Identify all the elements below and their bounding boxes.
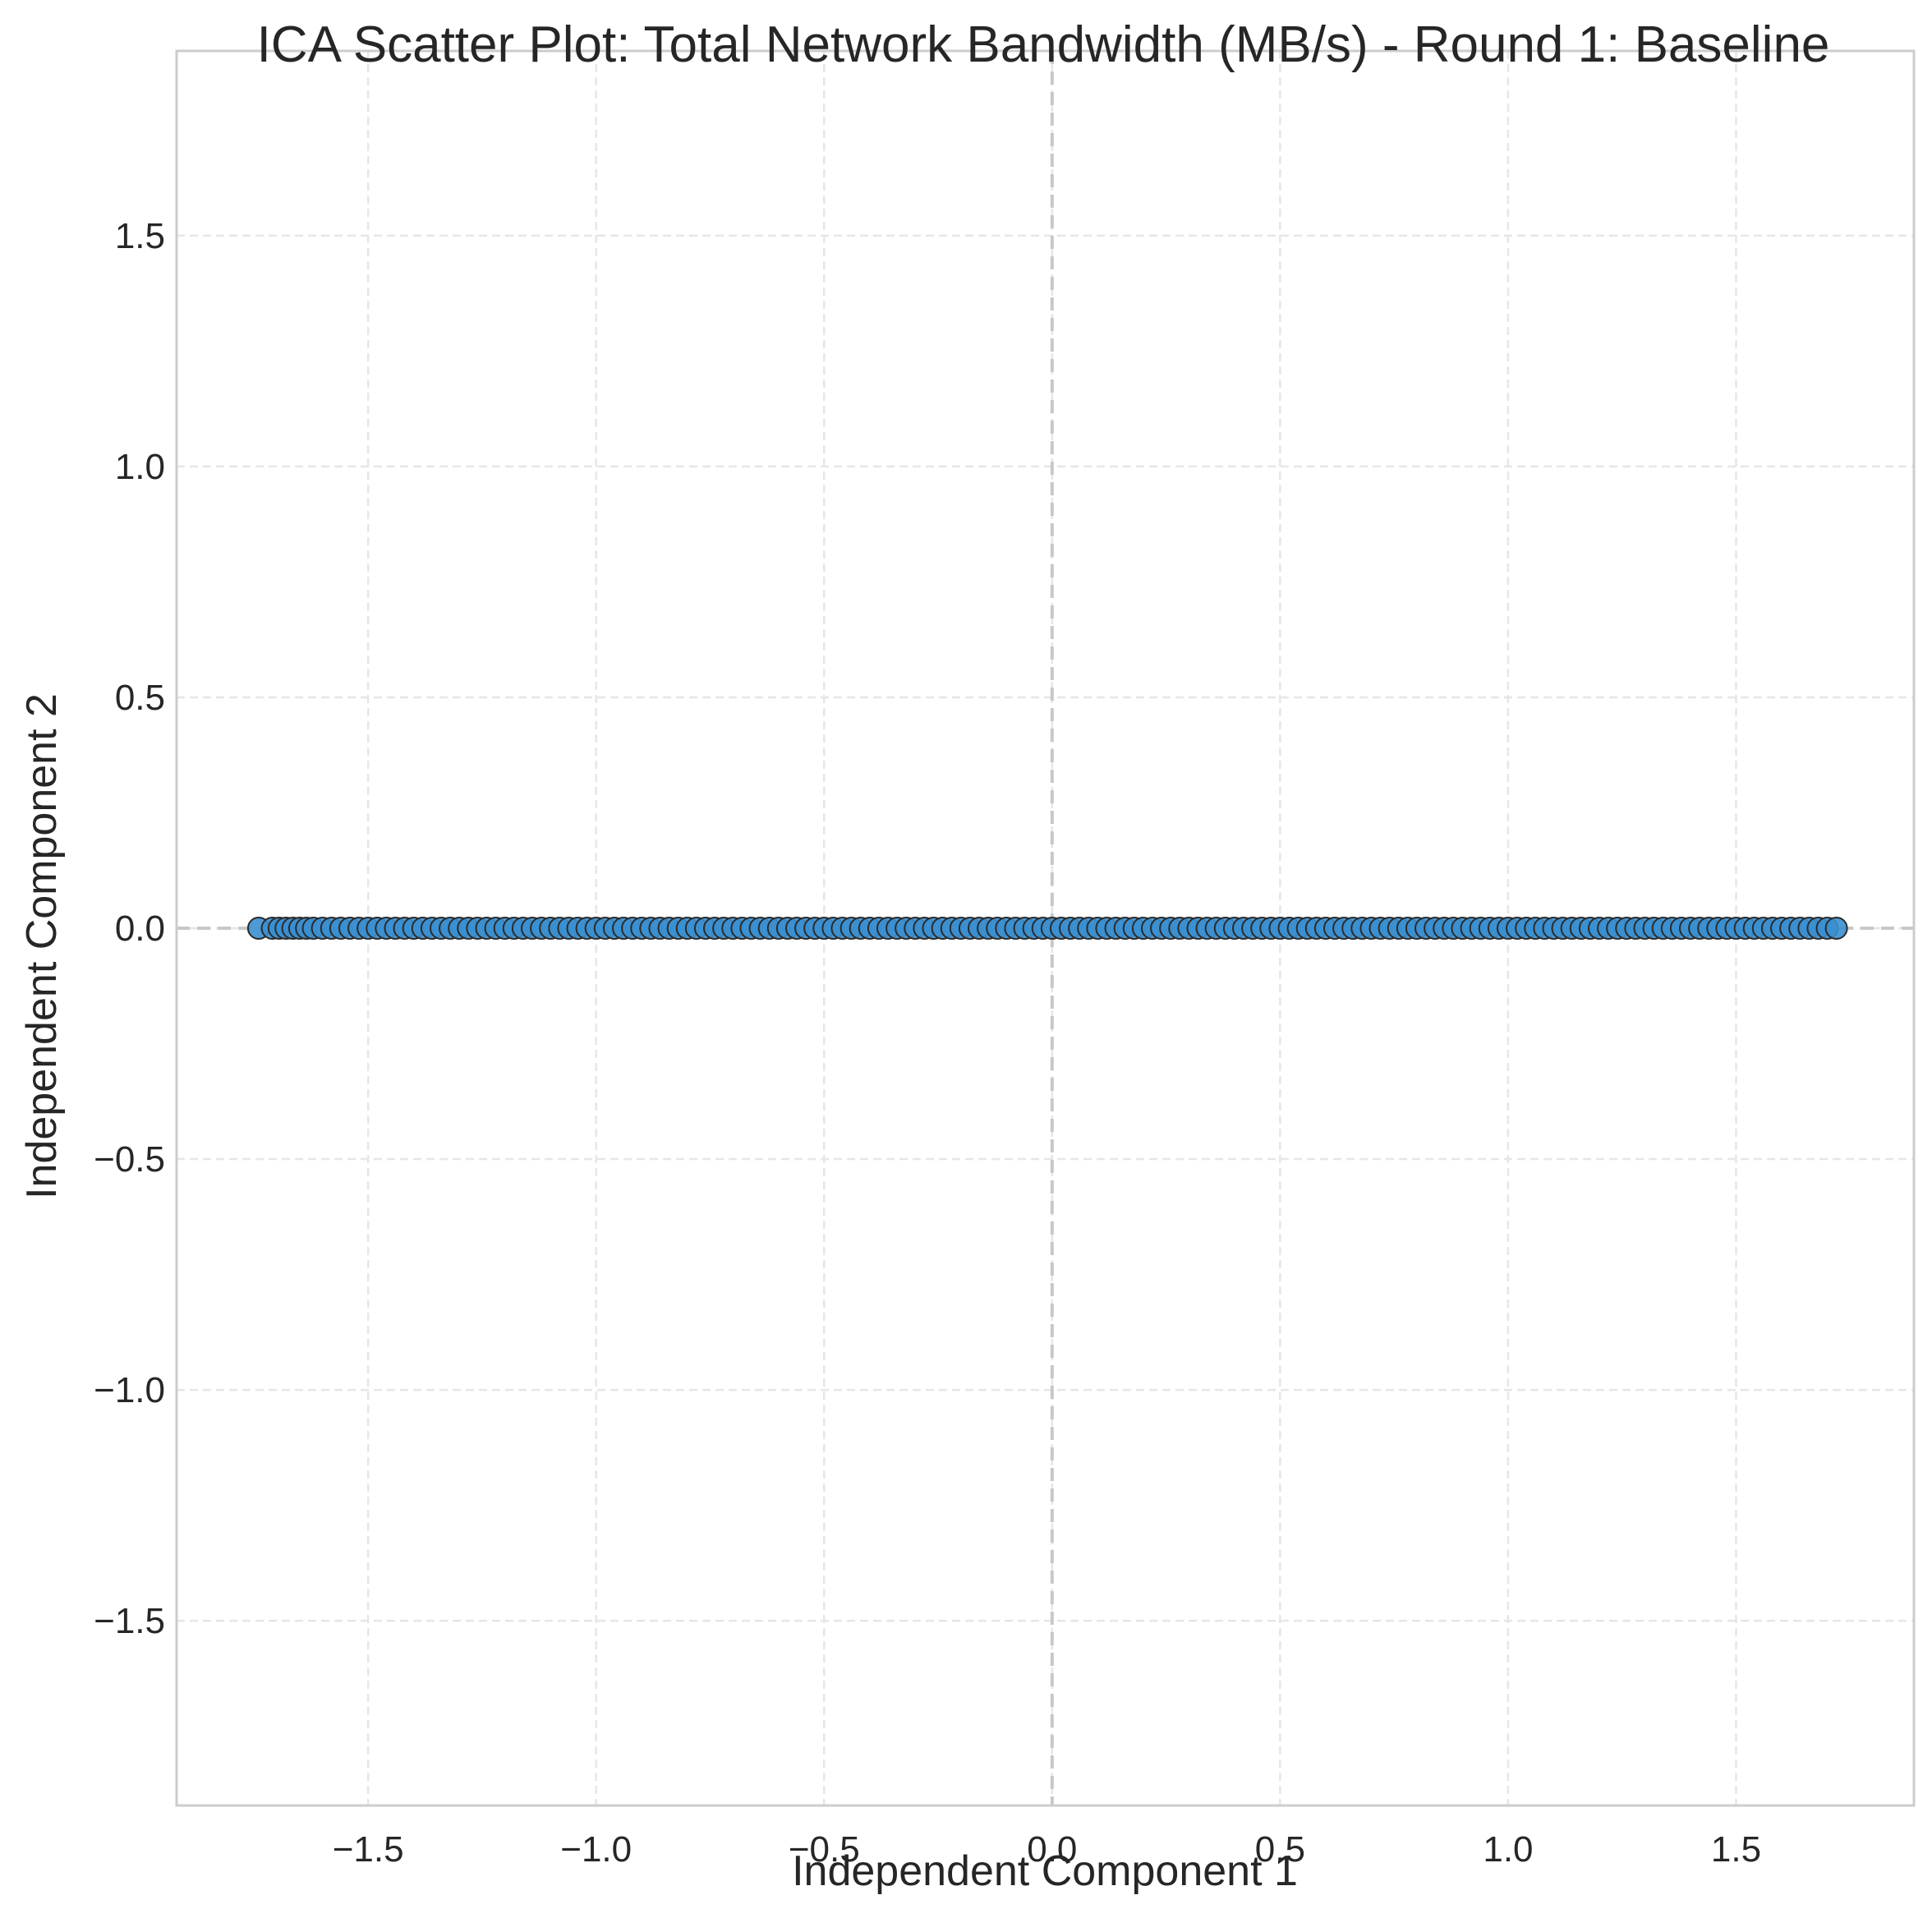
y-tick-label: 1.0: [115, 447, 165, 487]
data-points: [246, 917, 1848, 940]
chart-title: ICA Scatter Plot: Total Network Bandwidt…: [257, 16, 1830, 73]
y-tick-labels: −1.5 −1.0 −0.5 0.0 0.5 1.0 1.5: [94, 216, 165, 1641]
x-tick-label: −1.5: [333, 1829, 404, 1870]
x-tick-labels: −1.5 −1.0 −0.5 0.0 0.5 1.0 1.5: [333, 1829, 1761, 1870]
x-tick-label: 0.0: [1027, 1829, 1077, 1870]
data-point: [1824, 917, 1848, 940]
x-tick-label: −1.0: [560, 1829, 632, 1870]
x-tick-label: 1.0: [1483, 1829, 1533, 1870]
x-tick-label: 1.5: [1711, 1829, 1761, 1870]
plot-frame: [175, 49, 1916, 1807]
y-tick-label: 1.5: [115, 216, 165, 256]
y-tick-label: −0.5: [94, 1139, 165, 1180]
x-tick-label: 0.5: [1255, 1829, 1305, 1870]
x-tick-label: −0.5: [789, 1829, 860, 1870]
y-tick-label: 0.0: [115, 908, 165, 949]
x-axis-label: Independent Component 1: [792, 1847, 1298, 1895]
y-tick-label: −1.0: [94, 1370, 165, 1410]
y-tick-label: −1.5: [94, 1601, 165, 1641]
y-tick-label: 0.5: [115, 678, 165, 718]
y-axis-label: Independent Component 2: [18, 693, 66, 1199]
